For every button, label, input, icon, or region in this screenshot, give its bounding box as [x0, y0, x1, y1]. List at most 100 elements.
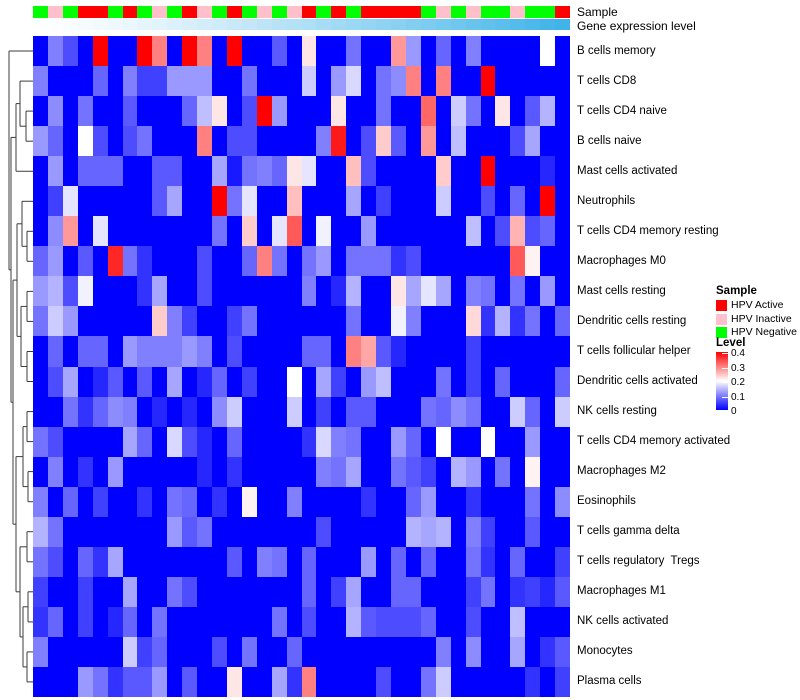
heatmap-cell [257, 607, 272, 637]
heatmap-cell [287, 306, 302, 336]
heatmap-cell [406, 36, 421, 66]
row-label: T cells CD4 memory activated [577, 435, 731, 448]
heatmap-cell [346, 457, 361, 487]
heatmap-cell [316, 517, 331, 547]
heatmap-cell [212, 577, 227, 607]
heatmap-cell [63, 66, 78, 96]
heatmap-cell [242, 306, 257, 336]
heatmap-cell [108, 336, 123, 367]
row-label: Mast cells resting [577, 284, 666, 297]
heatmap-cell [227, 367, 242, 397]
heatmap-cell [93, 186, 108, 216]
heatmap-cell [495, 96, 510, 126]
heatmap-cell [242, 367, 257, 397]
heatmap-cell [227, 246, 242, 276]
row-label: Macrophages M2 [577, 465, 666, 478]
heatmap-cell [63, 367, 78, 397]
row-label: T cells gamma delta [577, 525, 680, 538]
heatmap-cell [331, 637, 346, 667]
heatmap-cell [346, 607, 361, 637]
heatmap-cell [451, 306, 466, 336]
sample-annotation-cell [93, 6, 108, 18]
heatmap-cell [152, 637, 167, 667]
heatmap-cell [227, 126, 242, 156]
heatmap-cell [421, 667, 436, 697]
sample-annotation-cell [108, 6, 123, 18]
heatmap-cell [421, 607, 436, 637]
heatmap-cell [152, 246, 167, 276]
heatmap-cell [108, 186, 123, 216]
level-tick-mark [722, 367, 728, 369]
heatmap-cell [33, 547, 48, 577]
heatmap-cell [167, 517, 182, 547]
heatmap-cell [406, 156, 421, 186]
heatmap-cell [331, 547, 346, 577]
heatmap-cell [48, 397, 63, 427]
heatmap-cell [287, 547, 302, 577]
heatmap-cell [123, 457, 137, 487]
heatmap-cell [93, 216, 108, 246]
heatmap-cell [302, 216, 316, 246]
heatmap-cell [287, 246, 302, 276]
level-tick-mark [722, 396, 728, 398]
heatmap-cell [481, 547, 495, 577]
heatmap-cell [421, 457, 436, 487]
heatmap-cell [137, 126, 152, 156]
heatmap-cell [182, 367, 197, 397]
heatmap-cell [391, 667, 406, 697]
heatmap-cell [451, 246, 466, 276]
heatmap-cell [391, 126, 406, 156]
heatmap-cell [391, 96, 406, 126]
heatmap-cell [421, 336, 436, 367]
heatmap-cell [137, 577, 152, 607]
heatmap-cell [33, 667, 48, 697]
heatmap-cell [197, 186, 212, 216]
row-label: NK cells activated [577, 615, 669, 628]
expression-annotation-cell [361, 19, 376, 30]
heatmap-cell [212, 126, 227, 156]
heatmap-cell [63, 246, 78, 276]
heatmap-cell [287, 216, 302, 246]
heatmap-cell [302, 577, 316, 607]
heatmap-cell [167, 96, 182, 126]
heatmap-cell [316, 246, 331, 276]
heatmap-cell [272, 36, 287, 66]
heatmap-cell [212, 427, 227, 457]
heatmap-cell [197, 457, 212, 487]
heatmap-cell [123, 397, 137, 427]
heatmap-cell [197, 637, 212, 667]
heatmap-cell [197, 487, 212, 517]
heatmap-cell [78, 336, 93, 367]
heatmap-cell [346, 186, 361, 216]
heatmap-cell [272, 66, 287, 96]
heatmap-cell [495, 126, 510, 156]
heatmap-cell [391, 186, 406, 216]
heatmap-cell [272, 246, 287, 276]
heatmap-cell [316, 306, 331, 336]
heatmap-cell [287, 637, 302, 667]
sample-annotation-cell [495, 6, 510, 18]
heatmap-cell [376, 126, 391, 156]
heatmap-cell [212, 186, 227, 216]
heatmap-cell [481, 336, 495, 367]
heatmap-cell [421, 637, 436, 667]
expression-track-label: Gene expression level [577, 19, 696, 33]
heatmap-cell [361, 367, 376, 397]
heatmap-cell [197, 96, 212, 126]
heatmap-cell [287, 336, 302, 367]
heatmap-cell [346, 276, 361, 306]
heatmap-cell [421, 487, 436, 517]
heatmap-cell [421, 306, 436, 336]
heatmap-cell [481, 667, 495, 697]
heatmap-cell [391, 487, 406, 517]
heatmap-cell [436, 547, 451, 577]
heatmap-cell [361, 216, 376, 246]
heatmap-cell [495, 547, 510, 577]
heatmap-cell [346, 306, 361, 336]
heatmap-cell [272, 156, 287, 186]
heatmap-cell [481, 427, 495, 457]
heatmap-cell [376, 156, 391, 186]
heatmap-cell [406, 66, 421, 96]
heatmap-cell [123, 96, 137, 126]
heatmap-cell [242, 276, 257, 306]
